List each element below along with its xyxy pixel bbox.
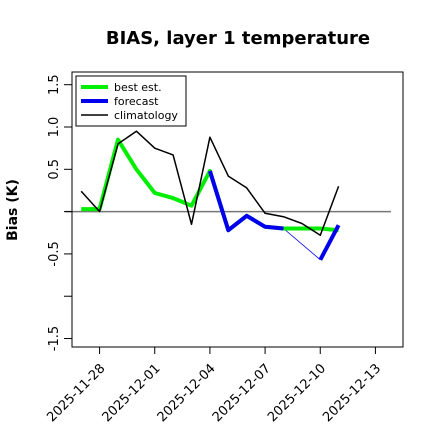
y-tick-label: 0.5 (47, 159, 62, 180)
x-tick-label: 2025-12-10 (265, 361, 329, 425)
x-tick-label: 2025-12-13 (320, 361, 384, 425)
forecast-line (207, 170, 284, 233)
chart-title: BIAS, layer 1 temperature (106, 28, 370, 49)
y-tick-label: 1.0 (47, 117, 62, 138)
forecast-line (318, 224, 341, 261)
legend-label: climatology (114, 109, 178, 122)
legend-label: forecast (114, 95, 159, 108)
legend-label: best est. (114, 81, 162, 94)
plot-area: -1.5-0.50.51.01.52025-11-282025-12-01202… (44, 71, 404, 425)
y-tick-label: 1.5 (47, 74, 62, 95)
x-tick-label: 2025-12-04 (155, 361, 219, 425)
plot-frame (71, 71, 404, 348)
y-axis-label: Bias (K) (5, 179, 21, 241)
climatology-line (80, 130, 340, 237)
best-estimate-line (81, 137, 339, 233)
y-tick-label: -0.5 (47, 241, 62, 266)
forecast-connector (283, 228, 321, 261)
x-tick-label: 2025-12-01 (100, 361, 164, 425)
x-tick-label: 2025-12-07 (210, 361, 274, 425)
y-tick-label: -1.5 (47, 326, 62, 351)
x-tick-label: 2025-11-28 (44, 361, 108, 425)
